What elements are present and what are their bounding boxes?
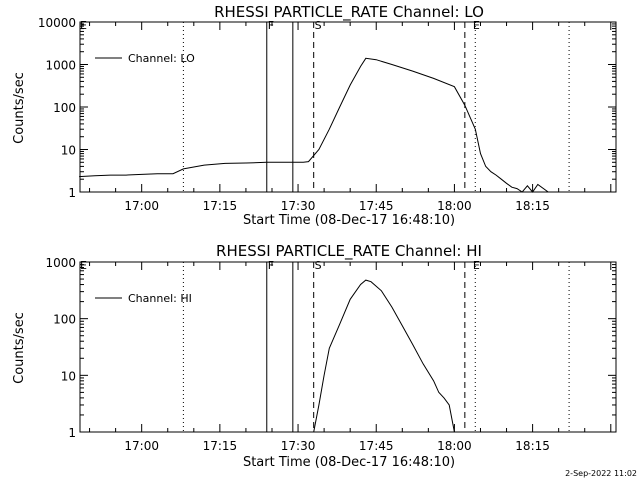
- x-axis-label: Start Time (08-Dec-17 16:48:10): [243, 455, 455, 470]
- panel-lo: RHESSI PARTICLE_RATE Channel: LO Start T…: [12, 3, 617, 228]
- x-tick-label: 17:00: [124, 199, 159, 213]
- chart-title: RHESSI PARTICLE_RATE Channel: LO: [214, 3, 484, 22]
- flag-letter-f: F: [268, 19, 274, 32]
- chart-title: RHESSI PARTICLE_RATE Channel: HI: [216, 242, 482, 261]
- panel-hi: RHESSI PARTICLE_RATE Channel: HI Start T…: [12, 242, 617, 470]
- flag-letter-e-left: E: [80, 19, 87, 32]
- y-axis-label: Counts/sec: [12, 312, 27, 384]
- y-tick-label: 100: [53, 101, 76, 115]
- x-tick-label: 18:00: [437, 439, 472, 453]
- footer-timestamp: 2-Sep-2022 11:02: [565, 469, 637, 478]
- plot-frame: [79, 21, 617, 193]
- plot-frame: [79, 261, 617, 433]
- y-tick-label: 100: [53, 313, 76, 327]
- x-tick-label: 17:45: [359, 199, 394, 213]
- y-tick-label: 1: [68, 426, 76, 440]
- x-tick-label: 17:45: [359, 439, 394, 453]
- data-series-line: [79, 57, 575, 193]
- flag-letter-s: S: [315, 19, 322, 32]
- y-tick-label: 1000: [45, 59, 76, 73]
- y-axis-label: Counts/sec: [12, 72, 27, 144]
- x-tick-label: 18:15: [515, 439, 550, 453]
- x-tick-label: 17:15: [203, 439, 238, 453]
- x-tick-label: 17:15: [203, 199, 238, 213]
- flag-letter-e-right: E: [473, 259, 480, 272]
- x-tick-label: 17:30: [281, 199, 316, 213]
- flag-letter-e-right: E: [473, 19, 480, 32]
- legend-entry-label: Channel: HI: [128, 292, 192, 305]
- x-tick-label: 17:30: [281, 439, 316, 453]
- flag-letter-e-left: E: [80, 259, 87, 272]
- x-tick-label: 18:15: [515, 199, 550, 213]
- y-tick-label: 10: [61, 144, 76, 158]
- legend-entry-label: Channel: LO: [128, 52, 195, 65]
- y-tick-label: 10: [61, 369, 76, 383]
- data-series-line: [313, 279, 455, 433]
- x-tick-label: 18:00: [437, 199, 472, 213]
- y-tick-label: 1000: [45, 256, 76, 270]
- y-tick-label: 10000: [38, 16, 76, 30]
- flag-letter-s: S: [315, 259, 322, 272]
- y-tick-label: 1: [68, 186, 76, 200]
- x-tick-label: 17:00: [124, 439, 159, 453]
- x-axis-label: Start Time (08-Dec-17 16:48:10): [243, 213, 455, 228]
- flag-letter-f: F: [268, 259, 274, 272]
